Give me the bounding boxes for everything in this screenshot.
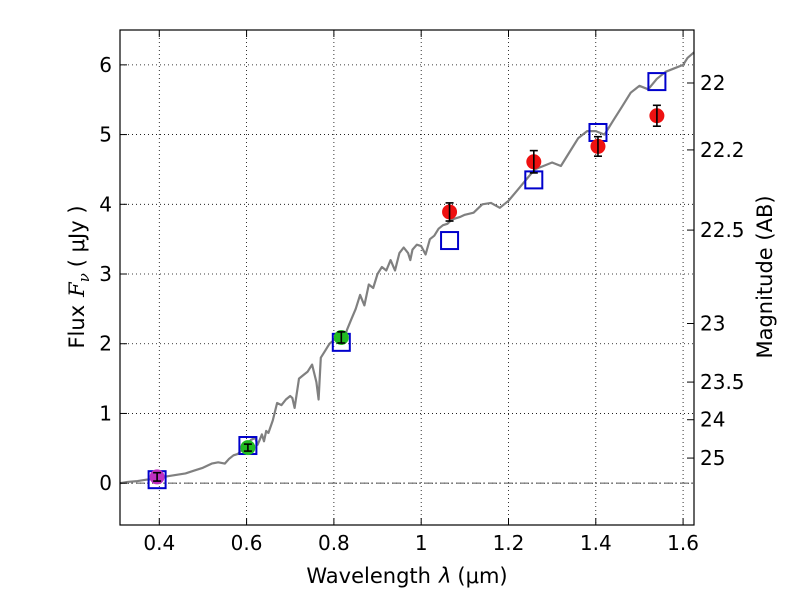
x-tick-label: 1 — [415, 531, 428, 555]
magnitude-tick-label: 22 — [700, 71, 725, 95]
x-axis-title-text: Wavelength — [306, 564, 431, 588]
line-series-layer — [119, 51, 695, 485]
magnitude-tick-label: 25 — [700, 446, 725, 470]
y-tick-label: 6 — [99, 53, 112, 77]
x-tick-label: 0.8 — [318, 531, 350, 555]
model-photometry-layer — [147, 72, 667, 490]
magnitude-tick-label: 22.2 — [700, 138, 745, 162]
x-tick-label: 1.4 — [580, 531, 612, 555]
magnitude-tick-label: 24 — [700, 408, 725, 432]
magnitude-tick-labels: 22 22.2 22.5 23 23.5 24 25 — [700, 71, 745, 470]
x-tick-label: 0.4 — [143, 531, 175, 555]
grid — [120, 30, 694, 525]
y-tick-label: 0 — [99, 471, 112, 495]
x-axis-title: Wavelength λ (μm) — [306, 564, 507, 588]
plot-frame — [119, 29, 695, 526]
x-tick-label: 0.6 — [231, 531, 263, 555]
axis-ticks — [120, 30, 694, 525]
x-axis-title-symbol: λ — [438, 564, 451, 588]
y-axis-title: Flux Fν ( μJy ) — [65, 205, 93, 348]
y-tick-label: 5 — [99, 123, 112, 147]
x-tick-label: 1.2 — [493, 531, 525, 555]
y-axis-title-unit: ( μJy ) — [65, 205, 89, 267]
model-photometry-square — [524, 170, 544, 190]
y-tick-labels: 0 1 2 3 4 5 6 — [99, 53, 112, 495]
magnitude-tick-label: 22.5 — [700, 218, 745, 242]
model-photometry-square — [647, 72, 667, 92]
magnitude-tick-label: 23.5 — [700, 370, 745, 394]
magnitude-tick-label: 23 — [700, 312, 725, 336]
y-axis-title-text: Flux — [65, 305, 89, 349]
y-tick-label: 3 — [99, 262, 112, 286]
x-axis-title-unit: (μm) — [457, 564, 507, 588]
y-tick-label: 1 — [99, 401, 112, 425]
y-tick-label: 4 — [99, 192, 112, 216]
y-axis-title-subscript: ν — [75, 273, 93, 282]
model-spectrum-line — [119, 51, 695, 485]
y-tick-label: 2 — [99, 332, 112, 356]
y-axis-title-symbol: F — [65, 281, 89, 298]
observed-photometry-layer — [149, 104, 665, 485]
y2-axis-title: Magnitude (AB) — [753, 195, 777, 358]
model-photometry-square — [440, 231, 460, 251]
x-tick-labels: 0.4 0.6 0.8 1 1.2 1.4 1.6 — [143, 531, 699, 555]
x-tick-label: 1.6 — [667, 531, 699, 555]
